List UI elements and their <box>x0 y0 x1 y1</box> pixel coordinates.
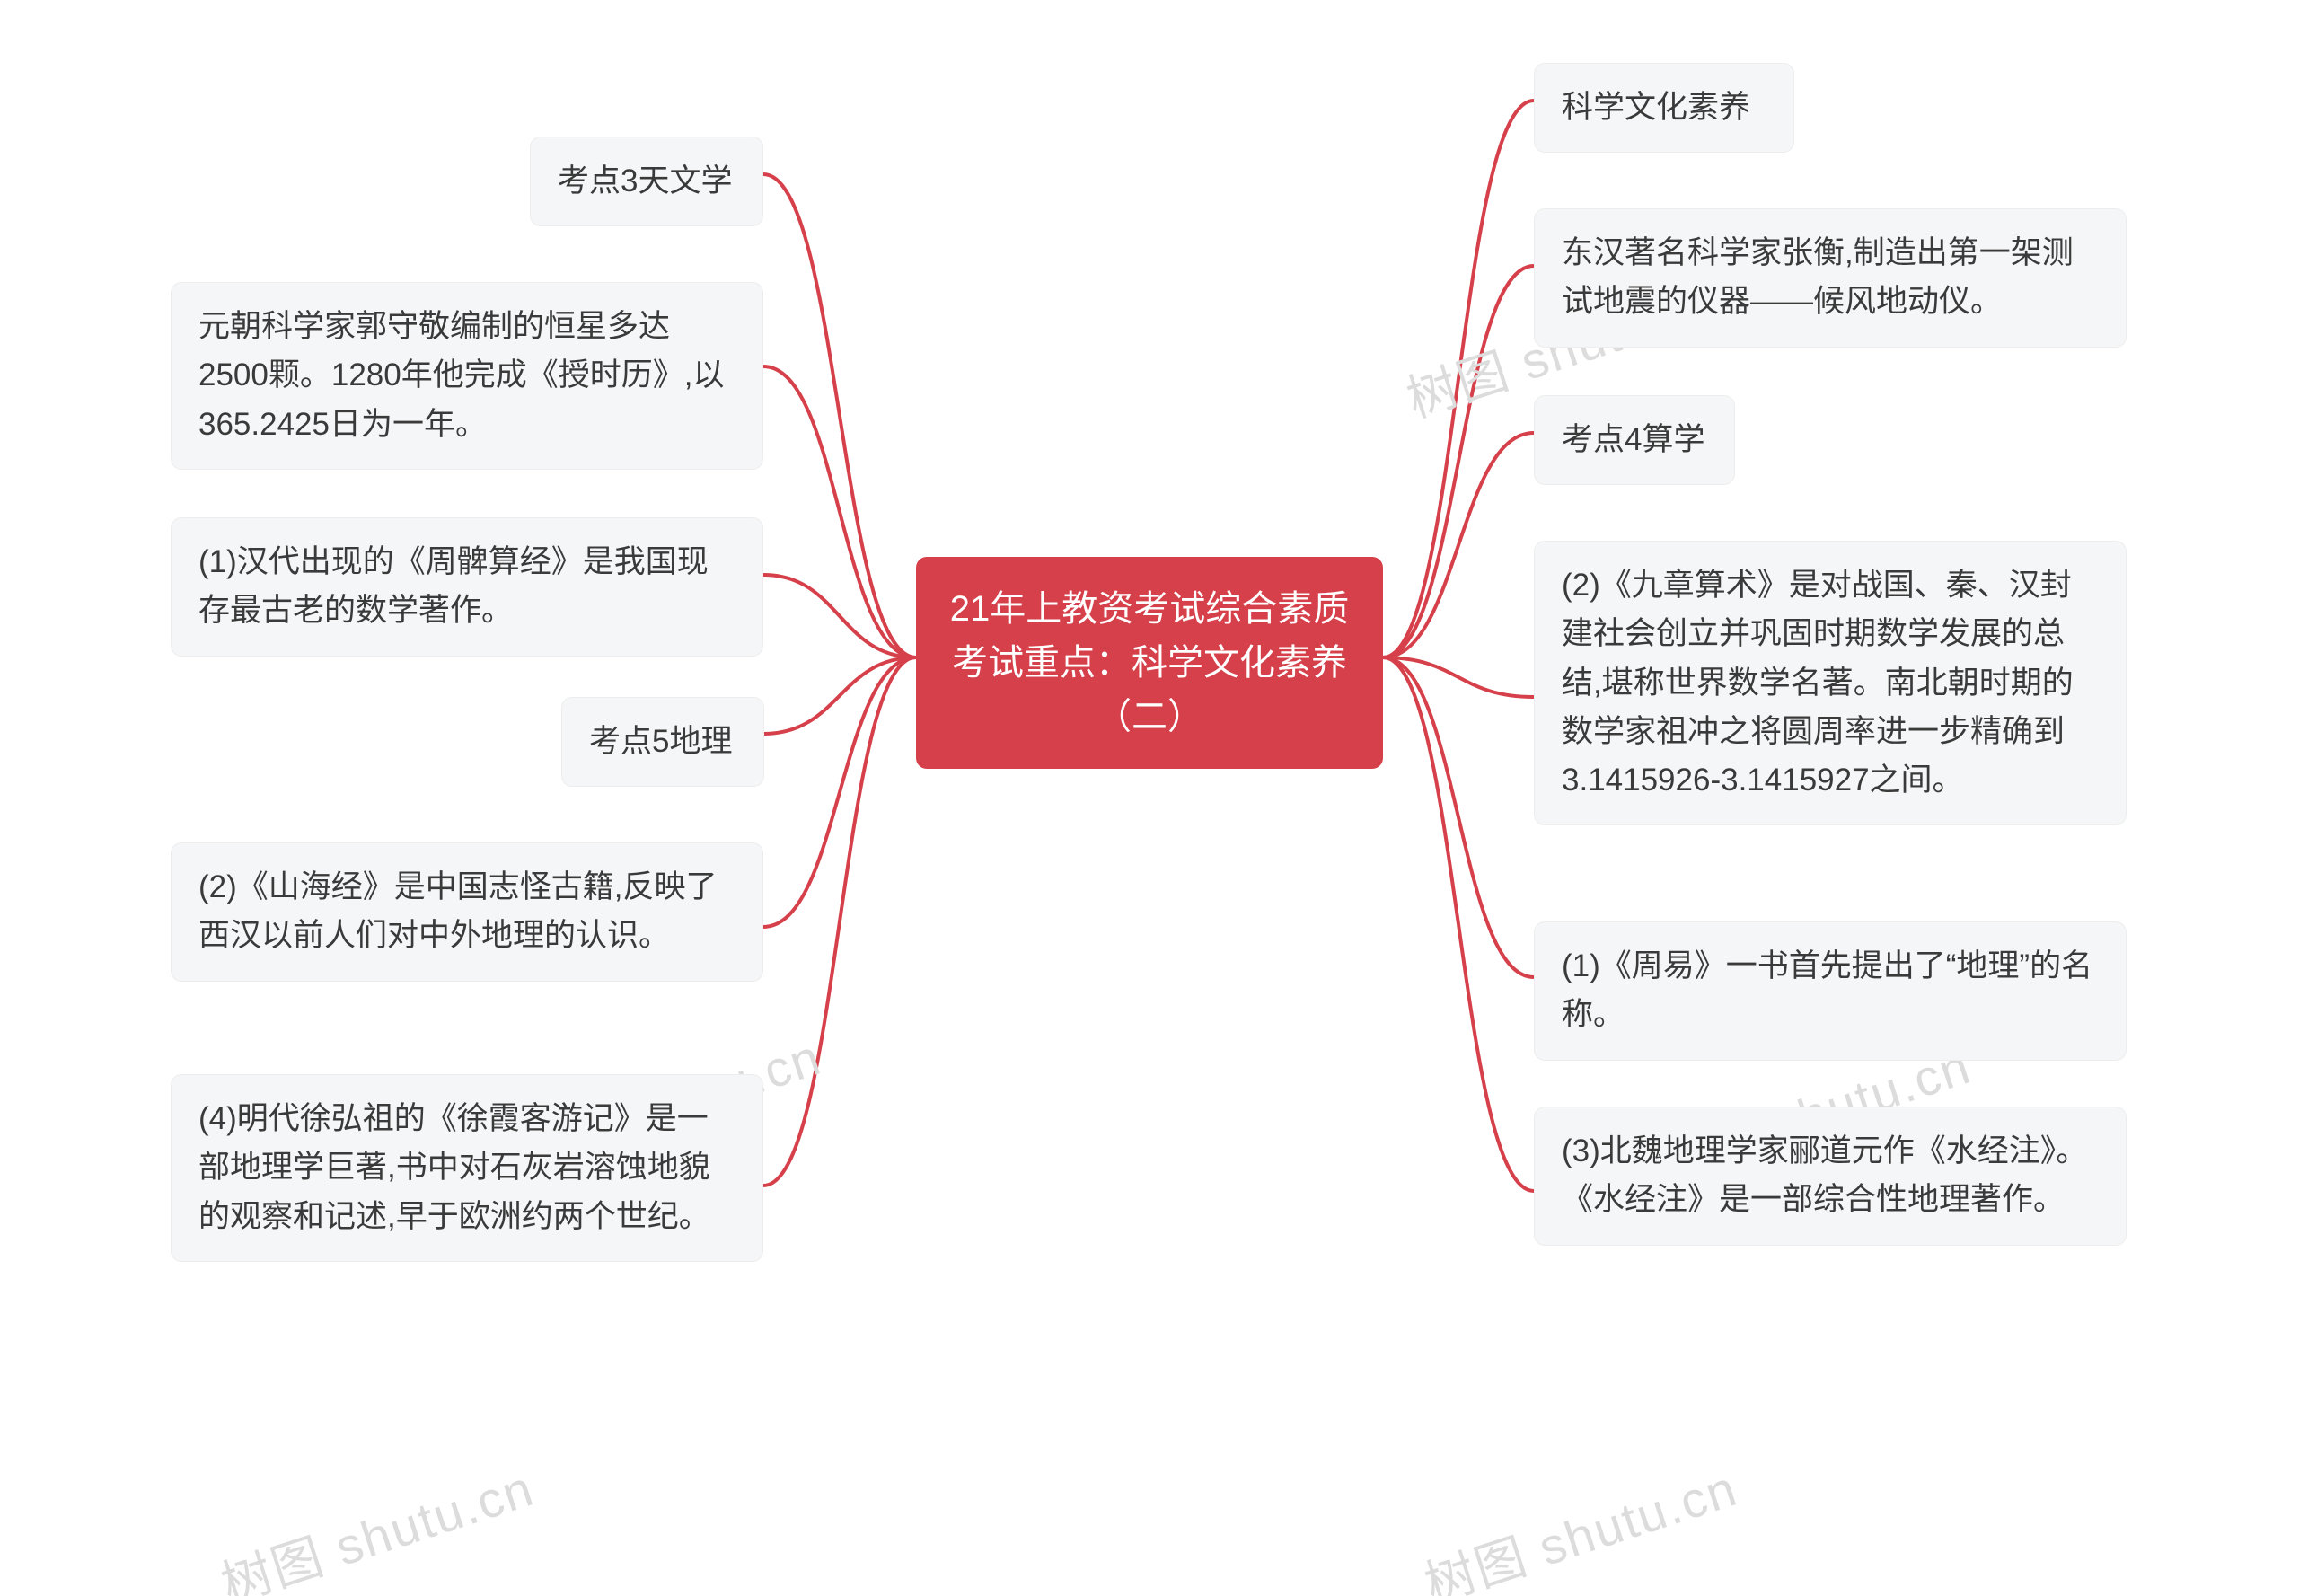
node-math-title: 考点4算学 <box>1534 395 1735 485</box>
node-geography-title: 考点5地理 <box>561 697 764 787</box>
node-shanhaijing: (2)《山海经》是中国志怪古籍,反映了西汉以前人们对中外地理的认识。 <box>171 842 763 982</box>
node-xuxiake: (4)明代徐弘祖的《徐霞客游记》是一部地理学巨著,书中对石灰岩溶蚀地貌的观察和记… <box>171 1074 763 1262</box>
mindmap-center-node: 21年上教资考试综合素质考试重点：科学文化素养（二） <box>916 557 1383 769</box>
node-science-culture: 科学文化素养 <box>1534 63 1794 153</box>
node-zhangheng: 东汉著名科学家张衡,制造出第一架测试地震的仪器——候风地动仪。 <box>1534 208 2127 348</box>
watermark: 树图 shutu.cn <box>1414 1448 1746 1596</box>
node-jiuzhang: (2)《九章算术》是对战国、秦、汉封建社会创立并巩固时期数学发展的总结,堪称世界… <box>1534 541 2127 825</box>
node-shuijingzhu: (3)北魏地理学家郦道元作《水经注》。《水经注》是一部综合性地理著作。 <box>1534 1107 2127 1246</box>
node-guo-shoujing: 元朝科学家郭守敬编制的恒星多达2500颗。1280年他完成《授时历》,以365.… <box>171 282 763 470</box>
node-zhouyi: (1)《周易》一书首先提出了“地理”的名称。 <box>1534 921 2127 1061</box>
node-zhoubi-suanjing: (1)汉代出现的《周髀算经》是我国现存最古老的数学著作。 <box>171 517 763 657</box>
node-astronomy-title: 考点3天文学 <box>530 137 763 226</box>
watermark: 树图 shutu.cn <box>211 1448 542 1596</box>
